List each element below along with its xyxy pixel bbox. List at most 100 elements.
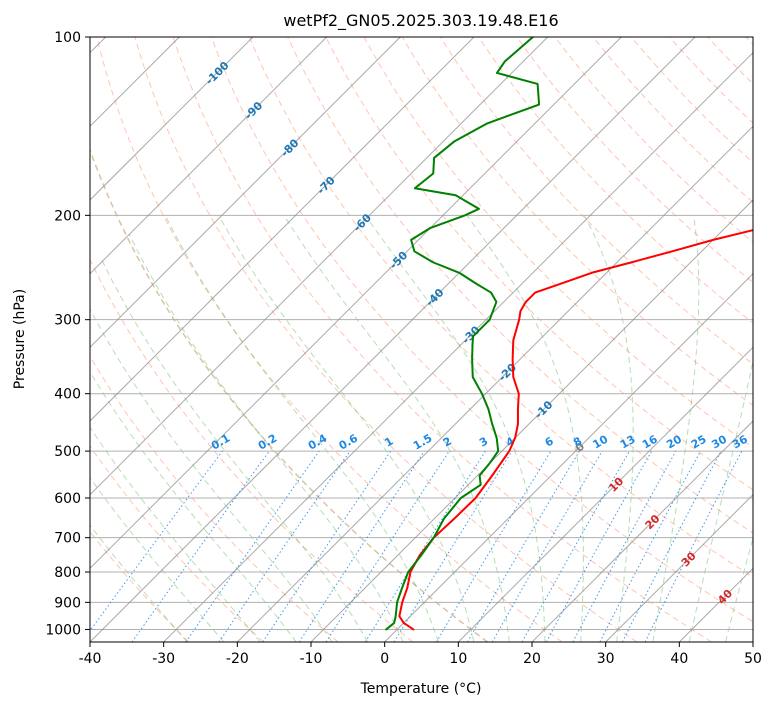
moist-adiabats: [90, 215, 753, 642]
mixing-ratio-label: 30: [709, 432, 729, 451]
mixing-ratio-line: [467, 450, 580, 642]
dry-adiabat-line: [554, 37, 753, 243]
temperature-profile-line: [398, 229, 753, 631]
dry-adiabat-line: [401, 37, 753, 406]
dry-adiabats: [90, 37, 753, 642]
moist-adiabat-line: [164, 215, 439, 642]
x-axis-ticks: -40 -30 -20 -10 0 10 20 30 40 50: [79, 642, 762, 667]
moist-adiabat-line: [90, 308, 333, 642]
mixing-ratio-line: [435, 450, 552, 642]
moist-adiabat-line: [218, 215, 475, 642]
x-tick-label: -10: [300, 651, 323, 667]
isotherm-line: [236, 125, 753, 642]
isotherm-line: [90, 37, 328, 275]
profile-series: [385, 37, 753, 631]
isotherm-line: [90, 37, 254, 201]
mixing-ratio-line: [90, 450, 223, 632]
dry-adiabat-line: [439, 37, 753, 365]
moist-adiabat-line: [90, 524, 188, 642]
y-tick-label: 1000: [45, 622, 81, 638]
isotherm-line: [605, 493, 753, 642]
dry-adiabat-line: [287, 37, 753, 534]
dry-adiabat-line: [516, 37, 753, 284]
moist-adiabat-line: [466, 215, 584, 642]
mixing-ratio-label: 10: [591, 432, 611, 451]
dry-adiabat-line: [210, 37, 753, 623]
mixing-ratio-label: 13: [618, 433, 638, 452]
y-tick-label: 300: [54, 313, 81, 329]
mixing-ratio-line: [521, 450, 630, 642]
x-tick-label: 10: [449, 651, 467, 667]
mixing-ratio-line: [298, 450, 425, 642]
moist-adiabat-line: [583, 215, 634, 642]
x-tick-label: 30: [597, 651, 615, 667]
x-tick-label: -30: [152, 651, 175, 667]
isotherm-line: [457, 346, 753, 642]
plot-frame: [89, 36, 754, 643]
y-tick-label: 900: [54, 595, 81, 611]
isotherm-line: [90, 37, 696, 642]
isotherms: [90, 37, 753, 642]
dewpoint-profile-line: [385, 37, 541, 631]
y-tick-label: 800: [54, 565, 81, 581]
x-tick-label: 0: [380, 651, 389, 667]
mixing-ratio-line: [325, 450, 450, 642]
x-tick-label: 50: [744, 651, 762, 667]
x-axis-label: Temperature (°C): [360, 681, 482, 697]
moist-adiabat-line: [99, 256, 369, 642]
x-tick-label: -20: [226, 651, 249, 667]
isotherm-line: [310, 199, 753, 642]
mixing-ratio-line: [218, 450, 351, 642]
isotherm-line: [90, 37, 401, 349]
pressure-gridlines: [90, 37, 753, 630]
chart-title: wetPf2_GN05.2025.303.19.48.E16: [283, 11, 558, 31]
y-tick-label: 600: [54, 491, 81, 507]
plot-area: -100-90-80-70-60-50-40-30-20-10010203040…: [90, 37, 753, 642]
mixing-ratio-label: 6: [543, 434, 556, 449]
y-axis-ticks: 1000 900 800 700 600 500 400 300 200 100: [45, 30, 90, 638]
mixing-ratio-label: 1.5: [411, 432, 434, 453]
dry-adiabat-line: [90, 530, 190, 642]
dry-adiabat-line: [172, 37, 712, 642]
mixing-ratio-label: 0.1: [209, 432, 232, 453]
moist-adiabat-line: [90, 370, 297, 642]
dry-adiabat-line: [669, 37, 753, 124]
moist-adiabat-line: [283, 215, 510, 642]
mixing-ratio-line: [572, 450, 677, 642]
mixing-ratio-label: 36: [730, 432, 750, 451]
dry-adiabat-line: [478, 37, 753, 324]
dry-adiabat-line: [325, 37, 753, 491]
isotherm-line: [90, 37, 549, 496]
isotherm-label: 10: [606, 474, 626, 494]
x-tick-label: 40: [670, 651, 688, 667]
isotherm-line: [678, 567, 753, 642]
isotherm-label: 40: [715, 587, 735, 607]
dry-adiabat-line: [90, 445, 264, 642]
moist-adiabat-line: [725, 536, 753, 642]
isotherm-line: [90, 37, 475, 422]
y-axis-label: Pressure (hPa): [12, 289, 28, 389]
mixing-ratio-line: [364, 450, 486, 642]
mixing-ratio-label: 1: [382, 435, 395, 450]
dry-adiabat-line: [363, 37, 753, 448]
x-tick-label: 20: [523, 651, 541, 667]
isotherm-line: [163, 51, 753, 642]
mixing-ratio-label: 20: [664, 432, 684, 451]
mixing-ratio-line: [131, 450, 270, 642]
y-tick-label: 700: [54, 531, 81, 547]
y-tick-label: 200: [54, 208, 81, 224]
dry-adiabat-line: [707, 37, 753, 85]
isotherm-label: -80: [278, 136, 301, 159]
y-tick-label: 400: [54, 387, 81, 403]
isotherm-label: -20: [496, 361, 519, 384]
dry-adiabat-line: [90, 355, 339, 642]
moist-adiabat-line: [128, 233, 404, 642]
mixing-ratio-label: 25: [689, 433, 709, 452]
dry-adiabat-line: [134, 37, 638, 642]
isotherm-line: [90, 37, 622, 570]
dry-adiabat-line: [745, 37, 753, 46]
mixing-ratio-lines: [90, 450, 743, 642]
moist-adiabat-line: [90, 476, 225, 642]
